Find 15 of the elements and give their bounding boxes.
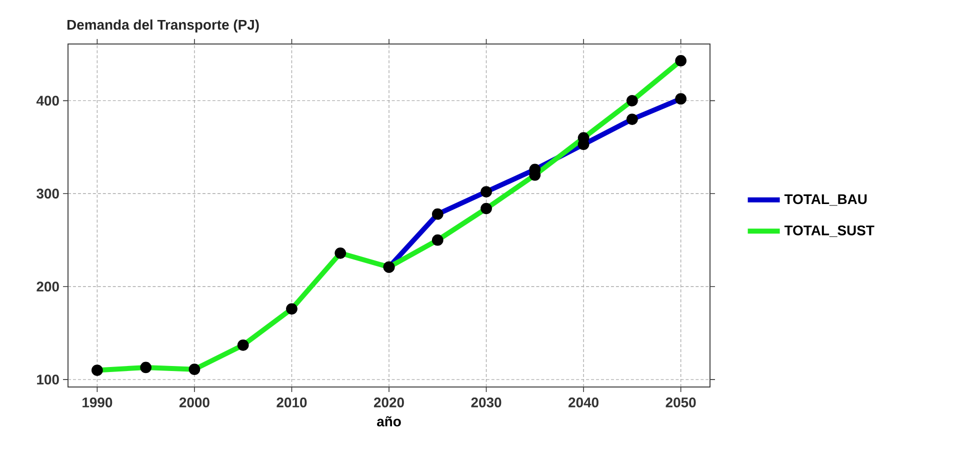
y-tick-label: 400 <box>36 96 59 106</box>
x-tick-label: 2040 <box>568 397 598 408</box>
x-tick-label: 2020 <box>374 397 404 408</box>
legend-label: TOTAL_SUST <box>784 225 874 237</box>
legend-label: TOTAL_BAU <box>784 194 867 206</box>
x-axis-title: año <box>377 416 401 426</box>
y-tick-label: 300 <box>36 188 59 199</box>
x-tick-label: 2030 <box>471 397 502 408</box>
chart-title: Demanda del Transporte (PJ) <box>67 19 259 32</box>
y-tick-label: 100 <box>37 374 59 384</box>
y-tick-label: 200 <box>36 282 59 292</box>
x-tick-label: 2010 <box>276 397 307 408</box>
x-tick-label: 2000 <box>179 397 210 408</box>
x-tick-label: 1990 <box>82 397 112 408</box>
x-tick-label: 2050 <box>666 397 696 408</box>
